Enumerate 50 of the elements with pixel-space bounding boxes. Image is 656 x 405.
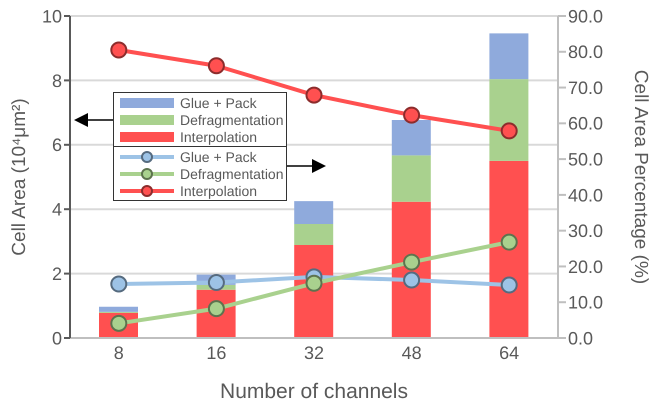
- point: [403, 272, 420, 289]
- bar: [489, 160, 528, 338]
- bar: [392, 155, 431, 202]
- legend-label: Interpolation: [180, 182, 258, 198]
- y2-tick-label: 70.0: [568, 78, 604, 98]
- y2-tick-label: 60.0: [568, 114, 604, 134]
- bar: [489, 79, 528, 161]
- bar: [294, 201, 334, 224]
- y2-tick-label: 90.0: [568, 6, 604, 26]
- y2-tick-label: 10.0: [568, 292, 604, 313]
- bar: [489, 33, 528, 80]
- point: [403, 254, 420, 271]
- y2-tick-label: 20.0: [568, 256, 604, 277]
- y-tick-label: 6: [52, 135, 62, 156]
- point: [110, 41, 128, 58]
- point: [306, 86, 322, 104]
- y-axis-title: Cell Area (10⁴μm²): [9, 98, 30, 256]
- x-tick-label: 32: [304, 342, 324, 363]
- y-tick-label: 10: [42, 6, 62, 26]
- x-tick-label: 8: [114, 342, 124, 363]
- point: [500, 276, 518, 294]
- bar: [392, 120, 431, 156]
- y2-tick-label: 30.0: [568, 221, 604, 242]
- x-axis-title: Number of channels: [220, 380, 408, 403]
- y2-axis-title: Cell Area Percentage (%): [630, 70, 651, 284]
- y2-tick-label: 0.0: [568, 328, 594, 348]
- legend-label: Glue + Pack: [180, 94, 257, 110]
- point: [208, 57, 225, 74]
- y-tick-label: 0: [52, 328, 62, 348]
- point: [500, 122, 518, 140]
- y-tick-label: 2: [52, 264, 62, 284]
- legend-label: Interpolation: [180, 128, 258, 144]
- point: [500, 234, 518, 251]
- x-tick-label: 64: [499, 342, 520, 363]
- point: [110, 275, 128, 292]
- legend-label: Defragmentation: [180, 166, 284, 182]
- bar: [99, 306, 138, 312]
- y-tick-label: 8: [52, 70, 62, 91]
- bar: [294, 224, 334, 245]
- y2-tick-label: 50.0: [568, 150, 604, 170]
- x-tick-label: 16: [206, 342, 226, 363]
- y2-tick-label: 40.0: [568, 185, 604, 206]
- legend-label: Defragmentation: [180, 112, 284, 128]
- x-tick-label: 48: [402, 342, 422, 363]
- point: [306, 274, 322, 292]
- point: [208, 274, 225, 292]
- y-tick-label: 4: [52, 200, 62, 220]
- y2-tick-label: 80.0: [568, 42, 604, 62]
- legend-label: Glue + Pack: [180, 148, 257, 164]
- point: [403, 106, 420, 124]
